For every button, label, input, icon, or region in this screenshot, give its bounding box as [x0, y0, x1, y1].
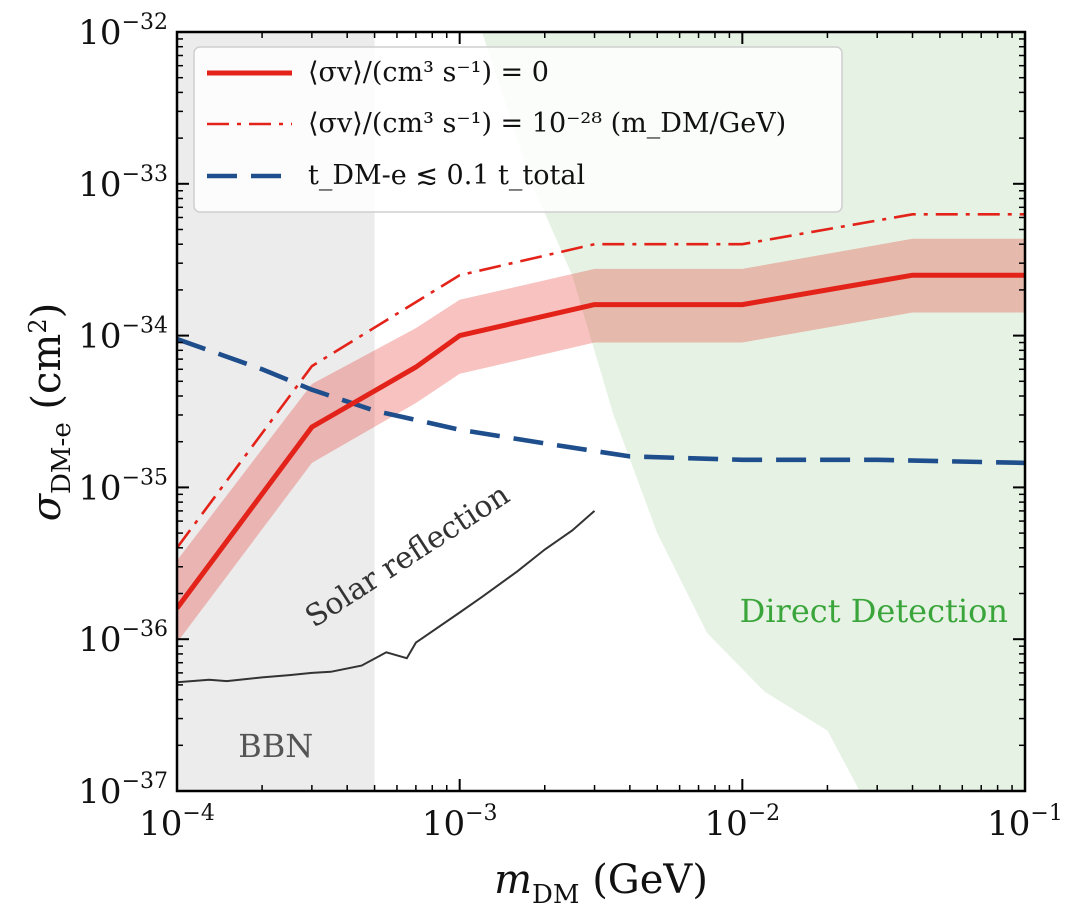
y-tick-label: 10−35 [78, 465, 168, 508]
plot-frame [175, 30, 1027, 793]
y-tick-label: 10−33 [78, 162, 168, 205]
uncertainty-band [177, 238, 1025, 643]
uncertainty-bands [177, 238, 1025, 643]
y-tick-label: 10−34 [78, 314, 168, 357]
legend-timescale-bound-label: t_DM-e ≲ 0.1 t_total [308, 160, 585, 191]
legend-box [193, 46, 843, 213]
y-axis-label: σDM-e (cm2) [24, 303, 77, 522]
annihilation-zero-line [177, 272, 1025, 610]
x-tick-label: 10−2 [704, 801, 780, 844]
axis-ticks: 10−4 10−3 10−2 10−1 10−37 10−36 10−35 10−34 10−3… [78, 10, 1063, 844]
bbn-label: BBN [238, 727, 313, 765]
y-tick-label: 10−37 [78, 769, 168, 812]
direct-detection-label: Direct Detection [740, 592, 1008, 630]
legend-annihilation-zero-label: ⟨σv⟩/(cm³ s⁻¹) = 0 [308, 57, 549, 88]
x-axis-label: mDM (GeV) [494, 857, 708, 910]
x-tick-label: 10−3 [422, 801, 498, 844]
y-tick-label: 10−36 [78, 617, 168, 660]
timescale-bound-line [177, 336, 1025, 466]
axis-labels: mDM (GeV)σDM-e (cm2)m_DM (GeV) | σ_DM-e … [24, 303, 708, 910]
y-tick-label: 10−32 [78, 10, 168, 53]
legend-annihilation-nonzero-label: ⟨σv⟩/(cm³ s⁻¹) = 10⁻²⁸ (m_DM/GeV) [308, 108, 786, 139]
legend: ⟨σv⟩/(cm³ s⁻¹) = 0 ⟨σv⟩/(cm³ s⁻¹) = 10⁻²⁸… [193, 46, 843, 213]
x-tick-label: 10−1 [987, 801, 1063, 844]
annihilation-nonzero-line [177, 213, 1025, 549]
x-tick-label: 10−4 [139, 801, 215, 844]
solar-reflection-line [177, 510, 596, 684]
direct-detection-region [482, 32, 1025, 791]
series-lines [177, 213, 1025, 684]
